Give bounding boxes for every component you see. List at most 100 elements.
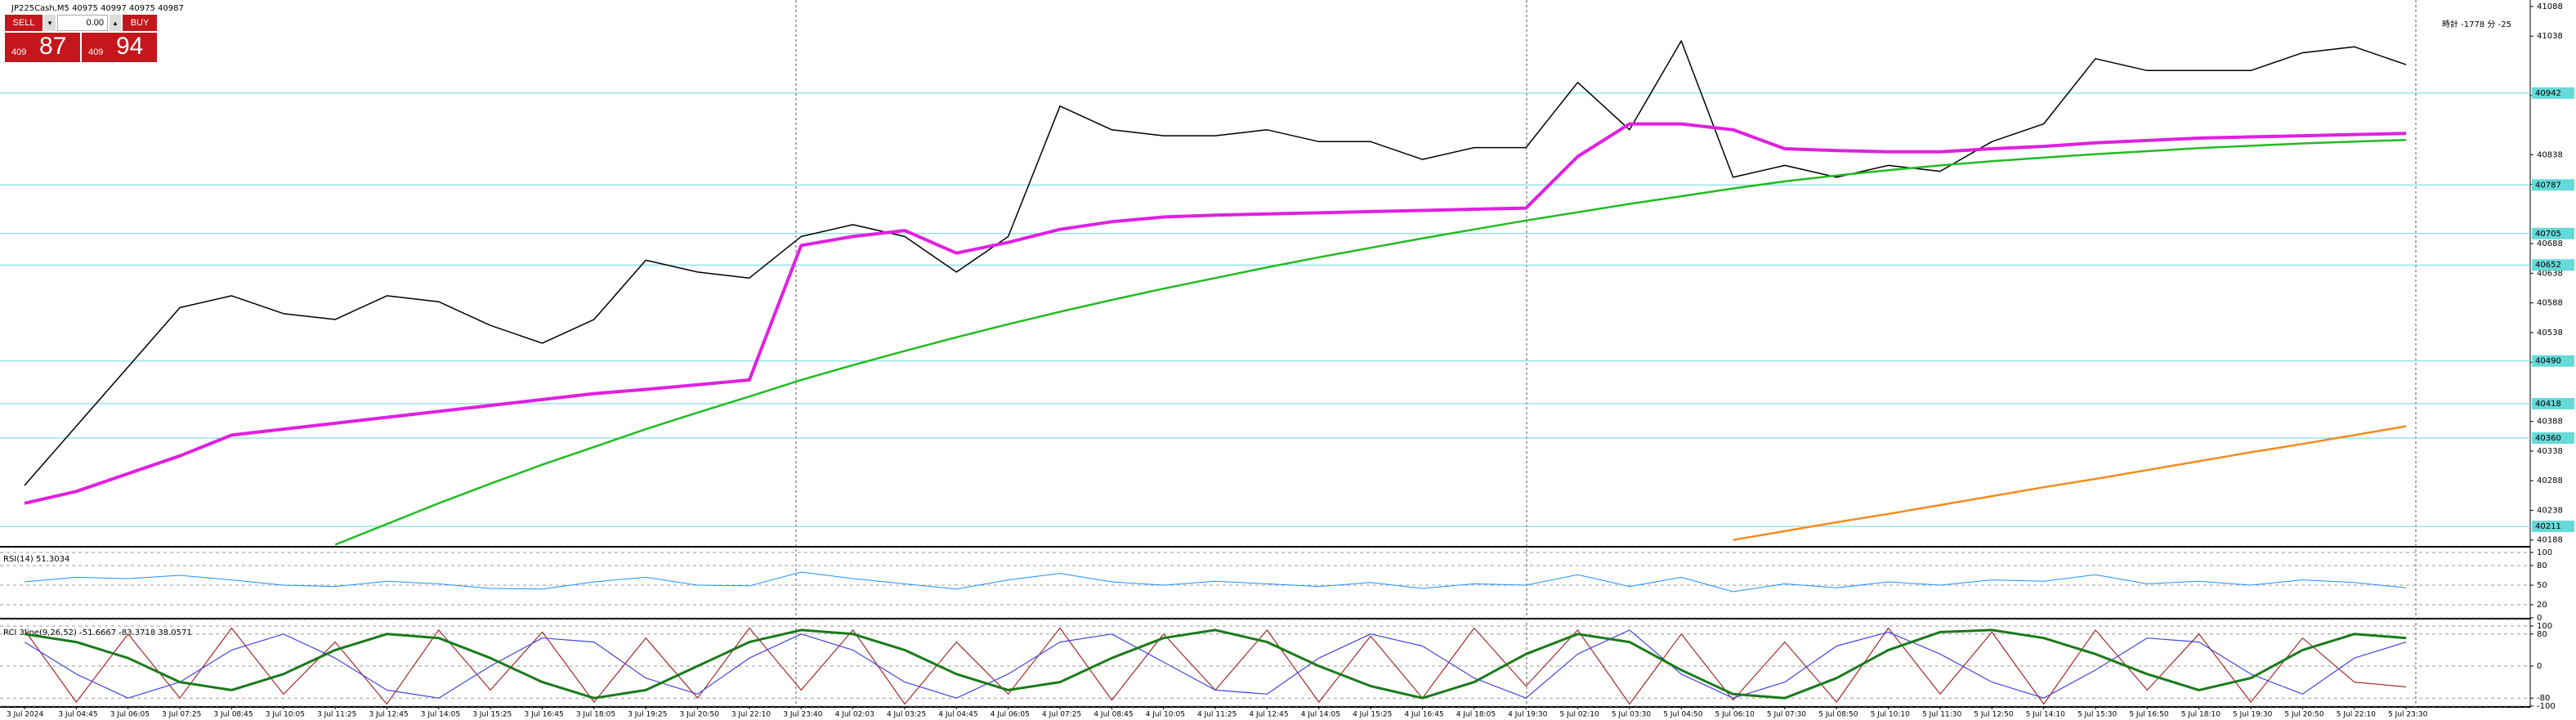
x-tick-label: 5 Jul 12:50 bbox=[1974, 711, 2014, 719]
x-tick-label: 5 Jul 11:30 bbox=[1922, 711, 1962, 719]
x-tick-label: 5 Jul 22:10 bbox=[2337, 711, 2377, 719]
buy-button[interactable]: BUY bbox=[123, 15, 157, 31]
x-tick-label: 4 Jul 07:25 bbox=[1042, 711, 1081, 719]
x-tick-label: 4 Jul 02:03 bbox=[835, 711, 874, 719]
y-tick-label: 40188 bbox=[2537, 536, 2563, 545]
price-level-tag bbox=[2532, 179, 2574, 191]
x-tick-label: 3 Jul 10:05 bbox=[266, 711, 305, 719]
x-tick-label: 5 Jul 14:10 bbox=[2026, 711, 2066, 719]
price-level-tag bbox=[2532, 397, 2574, 409]
y-tick-label: 40588 bbox=[2537, 299, 2563, 308]
sell-price-box[interactable]: 409 87 bbox=[5, 33, 80, 62]
x-tick-label: 5 Jul 16:50 bbox=[2129, 711, 2169, 719]
x-tick-label: 4 Jul 11:25 bbox=[1197, 711, 1237, 719]
y-tick-label: 20 bbox=[2537, 601, 2547, 610]
x-tick-label: 5 Jul 06:10 bbox=[1715, 711, 1755, 719]
x-tick-label: 5 Jul 03:30 bbox=[1612, 711, 1652, 719]
y-tick-label: 100 bbox=[2537, 622, 2552, 631]
x-tick-label: 3 Jul 18:05 bbox=[576, 711, 615, 719]
price-level-tag bbox=[2532, 521, 2574, 533]
price-level-tag bbox=[2532, 87, 2574, 99]
x-tick-label: 4 Jul 08:45 bbox=[1093, 711, 1133, 719]
x-tick-label: 3 Jul 08:45 bbox=[213, 711, 253, 719]
series-line bbox=[1733, 425, 2407, 541]
x-tick-label: 5 Jul 08:50 bbox=[1818, 711, 1858, 719]
price-level-label: 40787 bbox=[2535, 181, 2561, 190]
y-tick-label: 0 bbox=[2537, 614, 2542, 623]
x-tick-label: 5 Jul 19:30 bbox=[2233, 711, 2273, 719]
x-tick-label: 3 Jul 06:05 bbox=[110, 711, 150, 719]
sell-price-big: 87 bbox=[39, 33, 67, 60]
buy-price-big: 94 bbox=[116, 33, 144, 60]
price-level-tag bbox=[2532, 259, 2574, 271]
price-level-tag bbox=[2532, 227, 2574, 239]
y-tick-label: 80 bbox=[2537, 561, 2547, 570]
panel-title: RCI 3line(9,26,52) -51.6667 -83.3718 38.… bbox=[3, 628, 192, 637]
price-level-tag bbox=[2532, 432, 2574, 444]
y-tick-label: 50 bbox=[2537, 581, 2547, 590]
x-tick-label: 4 Jul 14:05 bbox=[1301, 711, 1340, 719]
series-line bbox=[24, 571, 2407, 593]
x-tick-label: 3 Jul 23:40 bbox=[783, 711, 823, 719]
price-level-label: 40942 bbox=[2535, 89, 2561, 98]
price-level-label: 40652 bbox=[2535, 261, 2561, 270]
x-tick-label: 3 Jul 15:25 bbox=[472, 711, 512, 719]
x-tick-label: 3 Jul 16:45 bbox=[525, 711, 564, 719]
x-tick-label: 4 Jul 06:05 bbox=[991, 711, 1030, 719]
panel-title: RSI(14) 51.3034 bbox=[3, 555, 69, 564]
x-tick-label: 5 Jul 23:30 bbox=[2388, 711, 2428, 719]
x-tick-label: 5 Jul 10:10 bbox=[1871, 711, 1911, 719]
x-tick-label: 3 Jul 11:25 bbox=[317, 711, 356, 719]
y-tick-label: 100 bbox=[2537, 548, 2552, 557]
x-tick-label: 4 Jul 15:25 bbox=[1353, 711, 1392, 719]
x-tick-label: 4 Jul 18:05 bbox=[1456, 711, 1496, 719]
x-tick-label: 4 Jul 16:45 bbox=[1404, 711, 1443, 719]
y-tick-label: 40238 bbox=[2537, 506, 2563, 515]
symbol-line: JP225Cash,M5 40975 40997 40975 40987 bbox=[11, 4, 184, 13]
x-tick-label: 3 Jul 12:45 bbox=[369, 711, 408, 719]
x-tick-label: 3 Jul 19:25 bbox=[628, 711, 667, 719]
x-tick-label: 4 Jul 12:45 bbox=[1249, 711, 1288, 719]
x-tick-label: 5 Jul 02:10 bbox=[1560, 711, 1600, 719]
x-tick-label: 3 Jul 14:05 bbox=[421, 711, 460, 719]
y-tick-label: 40388 bbox=[2537, 418, 2563, 427]
x-tick-label: 4 Jul 10:05 bbox=[1146, 711, 1185, 719]
y-tick-label: 40538 bbox=[2537, 329, 2563, 338]
y-tick-label: 40288 bbox=[2537, 476, 2563, 485]
y-tick-label: 80 bbox=[2537, 630, 2547, 639]
x-tick-label: 4 Jul 04:45 bbox=[938, 711, 977, 719]
sell-button[interactable]: SELL bbox=[5, 15, 42, 31]
y-tick-label: -100 bbox=[2537, 702, 2556, 711]
x-tick-label: 5 Jul 15:30 bbox=[2077, 711, 2118, 719]
price-level-tag bbox=[2532, 355, 2574, 367]
y-tick-label: 40688 bbox=[2537, 239, 2563, 248]
y-tick-label: 41088 bbox=[2537, 2, 2563, 11]
price-level-label: 40705 bbox=[2535, 230, 2561, 239]
y-tick-label: 40338 bbox=[2537, 447, 2563, 456]
y-tick-label: 41038 bbox=[2537, 32, 2563, 41]
y-tick-label: 40638 bbox=[2537, 269, 2563, 278]
x-tick-label: 3 Jul 04:45 bbox=[58, 711, 97, 719]
x-tick-label: 5 Jul 20:50 bbox=[2284, 711, 2324, 719]
x-tick-label: 3 Jul 20:50 bbox=[680, 711, 720, 719]
sell-price-small: 409 bbox=[11, 47, 27, 57]
series-line bbox=[24, 629, 2407, 699]
x-tick-label: 4 Jul 03:25 bbox=[887, 711, 926, 719]
price-level-label: 40211 bbox=[2535, 522, 2561, 531]
x-tick-label: 5 Jul 04:50 bbox=[1663, 711, 1703, 719]
lot-input[interactable]: 0.00 bbox=[57, 15, 108, 31]
x-tick-label: 3 Jul 07:25 bbox=[162, 711, 201, 719]
buy-price-box[interactable]: 409 94 bbox=[82, 33, 157, 62]
buy-price-small: 409 bbox=[88, 47, 104, 57]
lot-down[interactable]: ▾ bbox=[44, 15, 56, 31]
price-level-label: 40360 bbox=[2535, 434, 2561, 443]
x-tick-label: 3 Jul 22:10 bbox=[731, 711, 771, 719]
series-line bbox=[24, 40, 2407, 486]
x-tick-label: 4 Jul 19:30 bbox=[1508, 711, 1548, 719]
y-tick-label: 0 bbox=[2537, 662, 2542, 671]
clock: 時計 -1778 分 -25 bbox=[2442, 19, 2511, 29]
series-line bbox=[24, 628, 2407, 700]
lot-up[interactable]: ▴ bbox=[110, 15, 121, 31]
